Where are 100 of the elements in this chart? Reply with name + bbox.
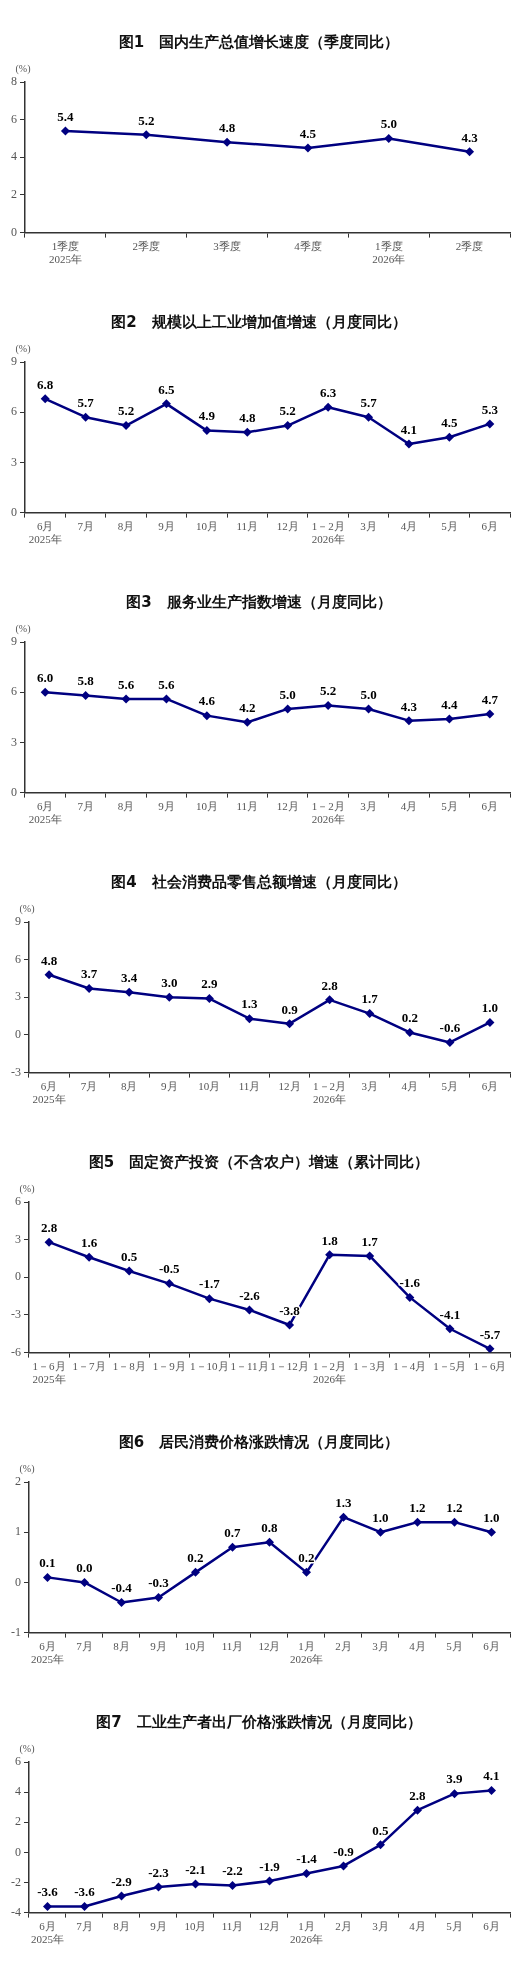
data-label: 6.8 — [37, 376, 54, 392]
point — [285, 1019, 295, 1029]
y-tick-label: 8 — [11, 74, 17, 89]
point — [376, 1527, 385, 1537]
x-tick-label: 7月 — [77, 800, 94, 813]
x-tick-label: 12月 — [258, 1640, 281, 1653]
x-tick-label: 9月 — [150, 1920, 167, 1933]
y-tick-label: 2 — [11, 187, 17, 202]
point — [365, 1009, 375, 1019]
point — [204, 1294, 214, 1304]
y-tick-label: 0 — [11, 784, 17, 799]
data-label: 5.0 — [279, 686, 296, 702]
x-tick-label: 2月 — [335, 1640, 352, 1653]
data-label: 5.2 — [117, 403, 135, 419]
point — [191, 1567, 200, 1577]
x-tick-label: 9月 — [158, 800, 175, 813]
x-tick-label: 10月 — [184, 1640, 207, 1653]
point — [202, 711, 212, 721]
data-label: -2.9 — [111, 1873, 133, 1889]
x-tick-label: 8月 — [113, 1920, 130, 1933]
x-tick-label: 12月 — [278, 1080, 301, 1093]
data-label: -2.1 — [185, 1861, 206, 1877]
data-label: 1.7 — [361, 1233, 379, 1249]
x-tick-label: 1－7月 — [72, 1360, 106, 1373]
x-tick-label: 2季度 — [455, 240, 484, 253]
data-label: 6.3 — [320, 385, 337, 401]
point — [117, 1597, 126, 1607]
chart-title: 图1 国内生产总值增长速度（季度同比） — [118, 32, 400, 51]
x-tick-label: 6月 — [481, 1080, 499, 1093]
data-label: 2.8 — [40, 1220, 58, 1236]
data-label: 1.3 — [241, 996, 259, 1012]
data-label: 5.2 — [320, 683, 337, 699]
x-tick-label: 7月 — [76, 1640, 93, 1653]
y-tick-label: -3 — [11, 1307, 21, 1322]
point — [485, 419, 495, 429]
data-label: 0.9 — [281, 1001, 299, 1017]
y-tick-label: 4 — [15, 1784, 21, 1799]
y-tick-label: -6 — [11, 1344, 21, 1359]
data-label: 5.2 — [279, 403, 296, 419]
data-label: 1.6 — [81, 1235, 98, 1251]
point — [81, 412, 91, 422]
x-tick-label: 4月 — [409, 1920, 426, 1933]
x-tick-label: 1－2月 2026年 — [313, 1080, 347, 1106]
x-tick-label: 3月 — [360, 520, 377, 533]
point — [202, 426, 212, 436]
point — [404, 439, 414, 449]
y-tick-label: 0 — [15, 1574, 21, 1589]
data-label: 4.8 — [40, 952, 58, 968]
x-tick-label: 6月 2025年 — [31, 1920, 64, 1946]
point — [485, 1017, 495, 1027]
point — [265, 1537, 274, 1547]
y-tick-label: -1 — [11, 1624, 21, 1639]
data-label: -1.9 — [259, 1858, 281, 1874]
data-label: -0.4 — [111, 1580, 133, 1596]
x-tick-label: 1－8月 — [112, 1360, 146, 1373]
data-label: 5.0 — [360, 686, 377, 702]
point — [40, 394, 50, 404]
chart-title: 图5 固定资产投资（不含农户）增速（累计同比） — [88, 1152, 430, 1171]
data-label: 0.8 — [261, 1520, 279, 1536]
y-axis-title: (%) — [19, 1182, 35, 1195]
point — [43, 1572, 52, 1582]
x-tick-label: 1－2月 2026年 — [311, 520, 345, 546]
data-label: 5.8 — [77, 673, 95, 689]
point — [450, 1789, 459, 1799]
y-tick-label: -3 — [11, 1064, 21, 1079]
data-label: 5.7 — [360, 395, 378, 411]
x-tick-label: 4月 — [400, 800, 418, 813]
point — [154, 1882, 163, 1892]
data-label: 0.2 — [298, 1550, 315, 1566]
x-tick-label: 9月 — [161, 1080, 178, 1093]
data-label: 4.3 — [461, 129, 479, 145]
y-tick-label: 6 — [15, 951, 21, 966]
data-label: -1.4 — [296, 1851, 318, 1867]
y-tick-label: -4 — [11, 1904, 21, 1919]
point — [405, 1027, 415, 1037]
data-label: 5.7 — [77, 395, 95, 411]
chart-title: 图6 居民消费价格涨跌情况（月度同比） — [118, 1432, 400, 1451]
point — [285, 1320, 295, 1330]
point — [302, 1868, 311, 1878]
x-tick-label: 1－10月 — [190, 1360, 229, 1373]
point — [303, 143, 313, 153]
point — [325, 1250, 335, 1260]
data-label: 3.9 — [446, 1771, 464, 1787]
point — [376, 1840, 385, 1850]
y-tick-label: 4 — [11, 149, 17, 164]
point — [242, 427, 252, 437]
data-label: 6.0 — [37, 670, 54, 686]
x-tick-label: 8月 — [113, 1640, 130, 1653]
data-label: -0.5 — [158, 1261, 181, 1277]
y-tick-label: 0 — [15, 1027, 21, 1042]
data-label: 4.8 — [218, 120, 236, 136]
point — [228, 1880, 237, 1890]
point — [265, 1876, 274, 1886]
y-axis-title: (%) — [15, 622, 31, 635]
point — [485, 1344, 495, 1353]
data-label: 4.8 — [239, 410, 256, 426]
point — [222, 137, 232, 147]
y-tick-label: 0 — [11, 504, 17, 519]
y-tick-label: 2 — [15, 1474, 21, 1489]
data-label: 5.6 — [158, 676, 176, 692]
